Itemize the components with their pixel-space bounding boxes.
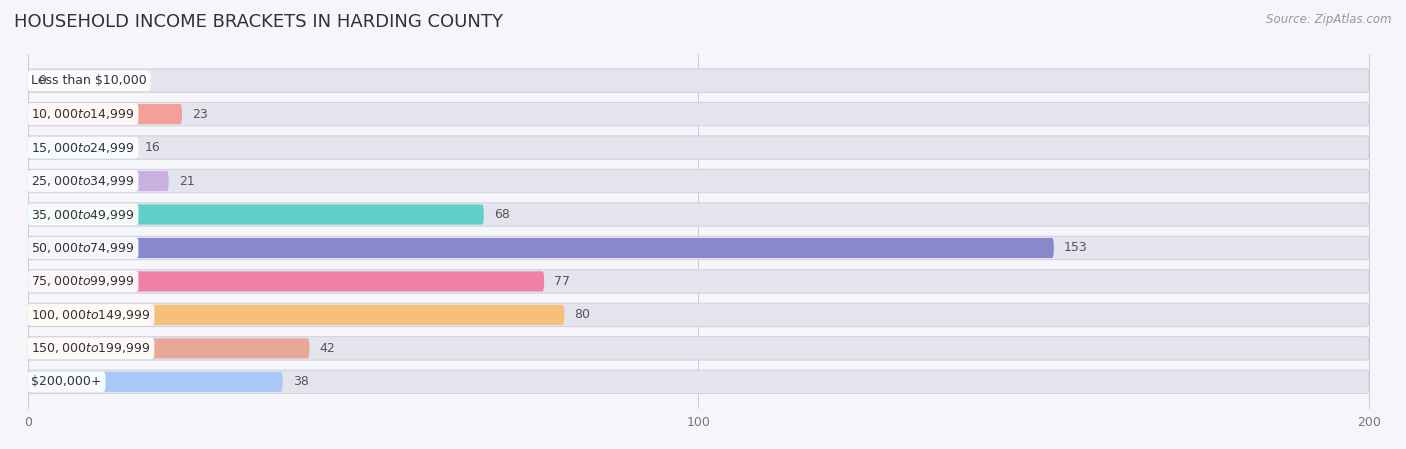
FancyBboxPatch shape (28, 69, 1369, 92)
FancyBboxPatch shape (28, 236, 1369, 260)
FancyBboxPatch shape (28, 372, 283, 392)
FancyBboxPatch shape (28, 238, 1054, 258)
Text: $75,000 to $99,999: $75,000 to $99,999 (31, 274, 135, 288)
FancyBboxPatch shape (28, 338, 309, 358)
FancyBboxPatch shape (28, 137, 135, 158)
Text: $15,000 to $24,999: $15,000 to $24,999 (31, 141, 135, 154)
Text: $10,000 to $14,999: $10,000 to $14,999 (31, 107, 135, 121)
Text: 21: 21 (179, 175, 194, 188)
FancyBboxPatch shape (28, 136, 1369, 159)
FancyBboxPatch shape (28, 370, 1369, 393)
Text: 80: 80 (574, 308, 591, 321)
Text: 42: 42 (319, 342, 335, 355)
FancyBboxPatch shape (28, 303, 1369, 326)
FancyBboxPatch shape (28, 169, 1369, 193)
Text: $150,000 to $199,999: $150,000 to $199,999 (31, 341, 150, 355)
Text: $35,000 to $49,999: $35,000 to $49,999 (31, 207, 135, 221)
Text: 77: 77 (554, 275, 571, 288)
FancyBboxPatch shape (28, 102, 1369, 126)
Text: HOUSEHOLD INCOME BRACKETS IN HARDING COUNTY: HOUSEHOLD INCOME BRACKETS IN HARDING COU… (14, 13, 503, 31)
Text: Less than $10,000: Less than $10,000 (31, 74, 146, 87)
Text: 0: 0 (38, 74, 46, 87)
Text: $100,000 to $149,999: $100,000 to $149,999 (31, 308, 150, 322)
Text: $25,000 to $34,999: $25,000 to $34,999 (31, 174, 135, 188)
FancyBboxPatch shape (28, 204, 484, 224)
Text: 38: 38 (292, 375, 308, 388)
Text: $200,000+: $200,000+ (31, 375, 101, 388)
FancyBboxPatch shape (28, 305, 564, 325)
Text: 16: 16 (145, 141, 160, 154)
FancyBboxPatch shape (28, 171, 169, 191)
Text: Source: ZipAtlas.com: Source: ZipAtlas.com (1267, 13, 1392, 26)
Text: 23: 23 (193, 108, 208, 121)
FancyBboxPatch shape (28, 271, 544, 291)
FancyBboxPatch shape (28, 203, 1369, 226)
Text: 68: 68 (494, 208, 510, 221)
Text: 153: 153 (1064, 242, 1088, 255)
FancyBboxPatch shape (28, 104, 181, 124)
FancyBboxPatch shape (28, 270, 1369, 293)
Text: $50,000 to $74,999: $50,000 to $74,999 (31, 241, 135, 255)
FancyBboxPatch shape (28, 337, 1369, 360)
